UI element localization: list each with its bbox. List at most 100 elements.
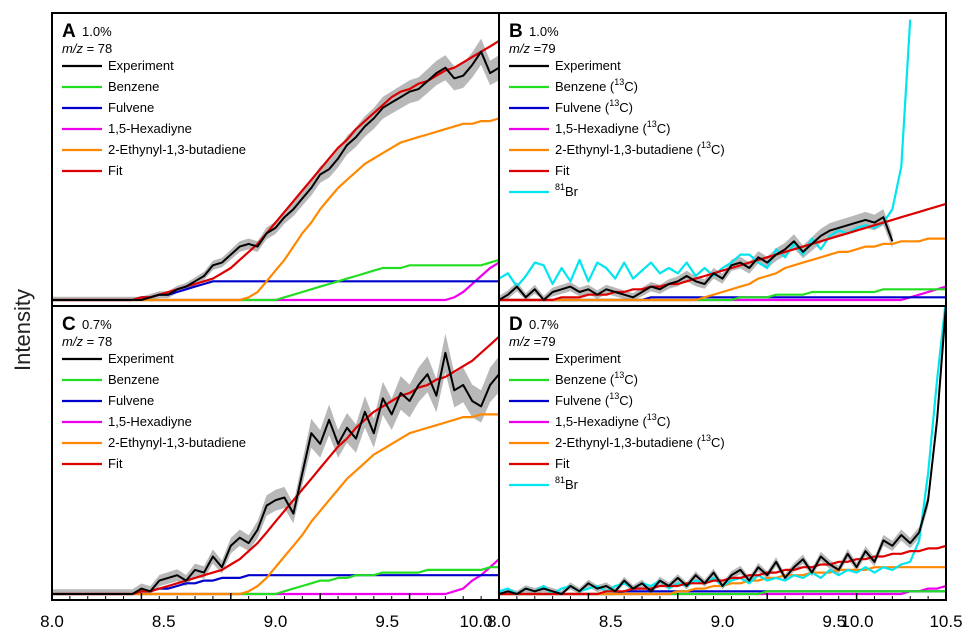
panel-mz: m/z =79 — [509, 41, 556, 56]
legend: Experiment Benzene Fulvene 1,5-Hexadiyne 2-E… — [62, 351, 246, 471]
legend-item-fulvene: Fulvene (13C) — [509, 391, 633, 408]
panel-letter: A — [62, 21, 76, 42]
legend-label: 1,5-Hexadiyne (13C) — [555, 412, 671, 429]
legend-label: Benzene (13C) — [555, 370, 638, 387]
series-line-ethynyl — [499, 237, 946, 302]
panel-mz: m/z = 78 — [62, 41, 112, 56]
panel-percent: 0.7% — [82, 317, 112, 332]
legend-item-hexadiyne: 1,5-Hexadiyne — [62, 414, 192, 429]
legend-item-experiment: Experiment — [62, 351, 174, 366]
plot-area — [52, 38, 499, 302]
y-axis-label: Intensity — [10, 289, 35, 371]
legend-label: Fit — [555, 456, 570, 471]
panel-mz: m/z =79 — [509, 334, 556, 349]
legend-item-fulvene: Fulvene — [62, 100, 154, 115]
panel-frame — [51, 12, 500, 307]
legend-item-benzene: Benzene — [62, 79, 159, 94]
panel-percent: 1.0% — [82, 24, 112, 39]
legend-item-fit: Fit — [509, 163, 570, 178]
x-tick-label: 9.5 — [375, 612, 399, 631]
legend-item-ethynyl: 2-Ethynyl-1,3-butadiene — [62, 142, 246, 157]
series-line-hexadiyne — [52, 558, 499, 596]
legend-label: 81Br — [555, 475, 579, 492]
legend-item-hexadiyne: 1,5-Hexadiyne (13C) — [509, 412, 671, 429]
legend-label: Benzene (13C) — [555, 77, 638, 94]
legend: Experiment Benzene (13C) Fulvene (13C) 1,5-… — [509, 58, 725, 199]
legend-label: Fulvene (13C) — [555, 391, 633, 408]
legend-label: 2-Ethynyl-1,3-butadiene — [108, 142, 246, 157]
series-line-experiment — [52, 50, 499, 301]
legend-item-benzene: Benzene (13C) — [509, 370, 638, 387]
panel-mz: m/z = 78 — [62, 334, 112, 349]
experiment-uncertainty-band — [52, 333, 499, 594]
legend-label: Fulvene — [108, 100, 154, 115]
legend-item-hexadiyne: 1,5-Hexadiyne (13C) — [509, 119, 671, 136]
panels: A 1.0% m/z = 78 Experiment Benzene Fulvene 1,5… — [51, 12, 947, 601]
legend-label: Fulvene (13C) — [555, 98, 633, 115]
legend: Experiment Benzene (13C) Fulvene (13C) 1,5-… — [509, 351, 725, 492]
legend-label: Experiment — [108, 351, 174, 366]
x-axis-ticks: 8.0 8.5 9.0 9.5 10.08.0 8.5 9.0 9.510.0 10.5 — [40, 593, 963, 631]
plot-area — [52, 333, 499, 596]
legend-item-hexadiyne: 1,5-Hexadiyne — [62, 121, 192, 136]
legend-item-ethynyl: 2-Ethynyl-1,3-butadiene (13C) — [509, 433, 725, 450]
x-tick-label: 10.5 — [929, 612, 962, 631]
legend-label: 1,5-Hexadiyne (13C) — [555, 119, 671, 136]
legend-label: 2-Ethynyl-1,3-butadiene (13C) — [555, 433, 725, 450]
legend-item-experiment: Experiment — [62, 58, 174, 73]
x-tick-label: 8.5 — [152, 612, 176, 631]
legend-label: 2-Ethynyl-1,3-butadiene (13C) — [555, 140, 725, 157]
panel-letter: B — [509, 21, 523, 42]
legend-item-benzene: Benzene (13C) — [509, 77, 638, 94]
panel-letter: D — [509, 314, 523, 335]
legend-item-fit: Fit — [62, 163, 123, 178]
x-tick-label: 9.5 — [822, 612, 846, 631]
legend-label: Fit — [108, 163, 123, 178]
panel-percent: 1.0% — [529, 24, 559, 39]
panel-b: B 1.0% m/z =79 Experiment Benzene (13C) Fulve… — [498, 12, 947, 307]
legend-item-benzene: Benzene — [62, 372, 159, 387]
series-line-experiment — [499, 216, 894, 301]
panel-letter: C — [62, 314, 76, 335]
legend-item-fulvene: Fulvene (13C) — [509, 98, 633, 115]
legend-label: Fulvene — [108, 393, 154, 408]
x-tick-label: 10.0 — [840, 612, 873, 631]
panel-frame — [498, 305, 947, 601]
legend-item-fit: Fit — [509, 456, 570, 471]
legend-label: 1,5-Hexadiyne — [108, 414, 192, 429]
series-line-benzene — [52, 258, 499, 302]
panel-d: D 0.7% m/z =79 Experiment Benzene (13C) Fulve… — [498, 305, 947, 601]
legend-label: 81Br — [555, 182, 579, 199]
panel-a: A 1.0% m/z = 78 Experiment Benzene Fulvene 1,5… — [51, 12, 500, 307]
legend-label: Benzene — [108, 372, 159, 387]
panel-percent: 0.7% — [529, 317, 559, 332]
x-tick-label: 8.5 — [599, 612, 623, 631]
plot-area — [499, 19, 946, 302]
legend-label: Experiment — [108, 58, 174, 73]
x-tick-label: 8.0 — [487, 612, 511, 631]
legend-item-experiment: Experiment — [509, 351, 621, 366]
x-tick-label: 9.0 — [264, 612, 288, 631]
legend: Experiment Benzene Fulvene 1,5-Hexadiyne 2-E… — [62, 58, 246, 178]
legend-label: Benzene — [108, 79, 159, 94]
legend-item-ethynyl: 2-Ethynyl-1,3-butadiene (13C) — [509, 140, 725, 157]
legend-label: Fit — [555, 163, 570, 178]
panel-c: C 0.7% m/z = 78 Experiment Benzene Fulvene 1,5… — [51, 305, 500, 601]
x-tick-label: 9.0 — [711, 612, 735, 631]
series-line-br81 — [499, 19, 912, 288]
legend-label: 1,5-Hexadiyne — [108, 121, 192, 136]
series-line-experiment — [499, 306, 946, 595]
legend-label: Fit — [108, 456, 123, 471]
legend-item-br81: 81Br — [509, 182, 579, 199]
legend-item-br81: 81Br — [509, 475, 579, 492]
legend-label: Experiment — [555, 351, 621, 366]
series-line-experiment — [52, 351, 499, 595]
legend-item-fit: Fit — [62, 456, 123, 471]
legend-label: 2-Ethynyl-1,3-butadiene — [108, 435, 246, 450]
legend-item-experiment: Experiment — [509, 58, 621, 73]
legend-item-ethynyl: 2-Ethynyl-1,3-butadiene — [62, 435, 246, 450]
legend-label: Experiment — [555, 58, 621, 73]
x-tick-label: 10.0 — [459, 612, 492, 631]
legend-item-fulvene: Fulvene — [62, 393, 154, 408]
